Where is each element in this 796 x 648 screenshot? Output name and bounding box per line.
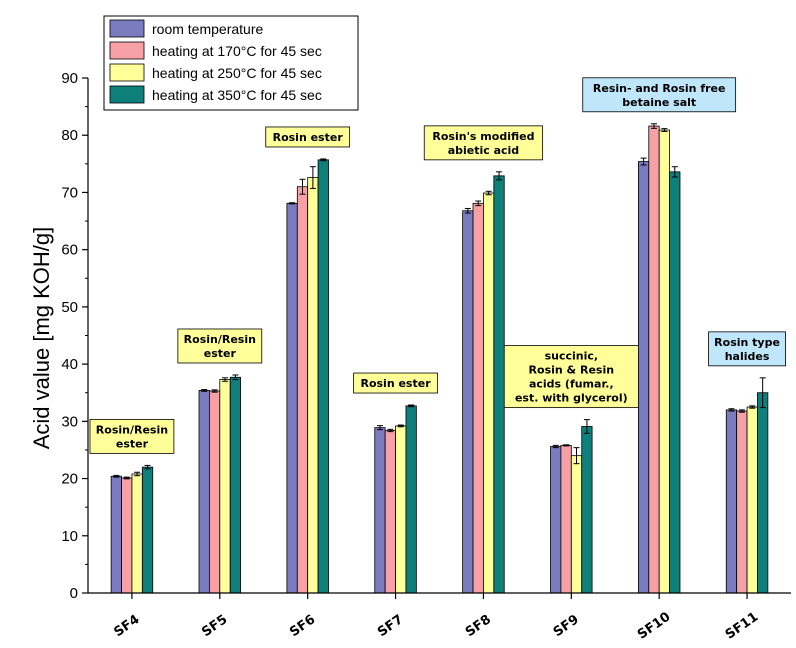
bar-SF5-s1: [198, 390, 210, 594]
bar-SF11-s1: [725, 409, 738, 594]
annotation-SF5-box: [177, 328, 263, 364]
bar-SF9-s3: [570, 455, 583, 594]
annotation-SF9-line-1: succinic,: [545, 350, 599, 363]
y-tick-label-40: 40: [61, 356, 78, 373]
bar-SF7-s3: [395, 425, 407, 594]
annotation-SF8-line-2: abietic acid: [448, 144, 520, 157]
y-tick-label-30: 30: [61, 413, 78, 430]
annotation-SF4-box: [89, 418, 175, 454]
legend-swatch-s1: [109, 19, 145, 38]
legend-swatch-s3: [109, 63, 145, 82]
bar-SF5-s4: [229, 376, 242, 594]
legend-label-s3: heating at 250°C for 45 sec: [152, 65, 322, 81]
bar-SF10-s4: [669, 171, 681, 594]
y-tick-label-10: 10: [61, 528, 78, 545]
annotation-SF7-box: [353, 372, 438, 394]
y-tick-label-60: 60: [61, 242, 78, 259]
y-axis-label: Acid value [mg KOH/g]: [29, 227, 54, 450]
bar-SF8-s2: [472, 202, 484, 594]
annotation-SF11-line-1: Rosin type: [714, 336, 780, 349]
legend-label-s1: room temperature: [152, 21, 263, 37]
bar-SF10-s1: [637, 161, 650, 594]
x-tick-label-SF11: SF11: [723, 610, 761, 643]
annotation-SF7-line-1: Rosin ester: [360, 377, 431, 390]
y-tick-label-90: 90: [61, 70, 78, 87]
bar-SF10-s3: [658, 129, 670, 594]
bar-SF6-s2: [296, 186, 309, 594]
annotation-SF4-line-2: ester: [116, 437, 149, 450]
annotation-SF11-box: [708, 331, 786, 367]
bar-SF8-s3: [483, 192, 495, 594]
legend-swatch-s4: [109, 85, 145, 104]
bar-SF7-s2: [384, 430, 396, 594]
annotation-SF4-line-1: Rosin/Resin: [96, 423, 168, 436]
bar-SF6-s4: [317, 159, 329, 594]
annotation-SF5-line-1: Rosin/Resin: [184, 333, 256, 346]
legend-label-s4: heating at 350°C for 45 sec: [152, 87, 322, 103]
annotation-SF9-line-2: Rosin & Resin: [529, 364, 615, 377]
annotation-SF6-box: [265, 126, 351, 148]
y-tick-label-70: 70: [61, 184, 78, 201]
bar-SF4-s2: [121, 477, 133, 594]
legend-swatch-s2: [109, 41, 145, 60]
x-tick-label-SF6: SF6: [287, 612, 318, 640]
x-tick-label-SF5: SF5: [199, 612, 230, 640]
legend-box: [103, 15, 359, 111]
x-tick-label-SF7: SF7: [375, 612, 406, 640]
bar-SF9-s2: [560, 444, 572, 594]
bar-SF11-s3: [746, 406, 758, 594]
bar-SF5-s2: [209, 390, 221, 594]
annotation-SF10-line-1: Resin- and Rosin free: [593, 82, 726, 95]
bar-SF8-s4: [493, 175, 505, 594]
annotation-SF9-line-3: acids (fumar.,: [529, 378, 614, 391]
y-tick-label-20: 20: [61, 471, 78, 488]
bar-SF4-s4: [141, 466, 154, 594]
bar-SF8-s1: [462, 210, 474, 594]
annotation-SF11-line-2: halides: [725, 350, 770, 363]
annotation-SF9-box: [501, 345, 642, 409]
y-tick-label-50: 50: [61, 299, 78, 316]
legend-label-s2: heating at 170°C for 45 sec: [152, 43, 322, 59]
annotation-SF9-line-4: est. with glycerol): [515, 392, 628, 405]
x-tick-label-SF8: SF8: [463, 612, 494, 640]
bar-SF7-s1: [374, 427, 386, 594]
bar-SF7-s4: [405, 405, 417, 594]
annotation-SF10-box: [582, 77, 737, 113]
x-tick-label-SF9: SF9: [551, 612, 582, 640]
bar-SF6-s1: [286, 202, 298, 594]
bar-SF11-s4: [757, 392, 769, 594]
annotation-SF8-box: [423, 125, 544, 161]
bar-SF5-s3: [219, 379, 231, 594]
annotation-SF5-line-2: ester: [204, 347, 237, 360]
x-tick-label-SF4: SF4: [111, 612, 142, 640]
annotation-SF6-line-1: Rosin ester: [273, 131, 344, 144]
y-tick-label-80: 80: [61, 127, 78, 144]
bar-SF9-s4: [581, 426, 593, 594]
y-tick-label-0: 0: [70, 585, 78, 602]
bar-SF4-s3: [131, 473, 143, 594]
bar-SF4-s1: [110, 475, 122, 594]
annotation-SF8-line-1: Rosin's modified: [432, 130, 534, 143]
annotation-SF10-line-2: betaine salt: [622, 96, 696, 109]
bar-SF11-s2: [736, 410, 748, 594]
x-tick-label-SF10: SF10: [635, 610, 673, 643]
bar-SF6-s3: [307, 177, 319, 594]
bar-SF9-s1: [550, 446, 562, 594]
bar-SF10-s2: [648, 125, 660, 594]
